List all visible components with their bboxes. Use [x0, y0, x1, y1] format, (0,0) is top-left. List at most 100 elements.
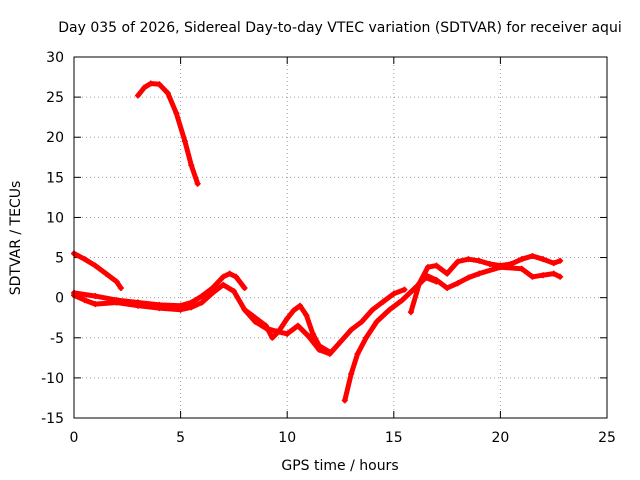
data-point — [164, 90, 171, 97]
data-point — [465, 256, 472, 263]
data-point — [81, 256, 88, 263]
axis-ticks: 0 5 10 15 20 25 -15 -10 -5 0 5 10 15 20 25 30 — [41, 50, 616, 446]
data-point — [309, 330, 316, 337]
data-point — [92, 262, 99, 269]
data-point — [354, 350, 361, 357]
data-point — [316, 346, 323, 353]
y-tick-label: 15 — [46, 170, 64, 186]
data-point — [337, 338, 344, 345]
data-point — [181, 138, 188, 145]
data-point — [416, 280, 423, 287]
data-point — [134, 92, 141, 99]
x-tick-label: 0 — [70, 430, 79, 446]
data-point — [284, 315, 291, 322]
x-tick-label: 15 — [385, 430, 403, 446]
data-point — [401, 286, 408, 293]
x-axis-label: GPS time / hours — [281, 458, 398, 474]
y-tick-label: 20 — [46, 130, 64, 146]
data-point — [156, 305, 163, 312]
data-point — [81, 297, 88, 304]
data-point — [486, 260, 493, 267]
data-point — [550, 260, 557, 267]
series-arc-5 — [242, 303, 333, 355]
data-point — [194, 180, 201, 187]
data-point — [422, 272, 429, 279]
data-point — [294, 322, 301, 329]
data-point — [433, 277, 440, 284]
data-point — [529, 273, 536, 280]
data-point — [557, 257, 564, 264]
data-point — [444, 270, 451, 277]
chart-title: Day 035 of 2026, Sidereal Day-to-day VTE… — [58, 20, 621, 36]
y-tick-label: -10 — [41, 371, 64, 387]
data-point — [220, 281, 227, 288]
data-series — [71, 80, 564, 404]
data-point — [369, 306, 376, 313]
data-point — [341, 397, 348, 404]
data-point — [269, 334, 276, 341]
data-point — [433, 262, 440, 269]
data-point — [147, 80, 154, 87]
data-point — [113, 299, 120, 306]
data-point — [209, 289, 216, 296]
data-point — [518, 265, 525, 272]
series-arc-8 — [408, 253, 563, 315]
data-point — [476, 270, 483, 277]
data-point — [465, 274, 472, 281]
data-point — [476, 257, 483, 264]
series-arc-6 — [284, 287, 407, 357]
data-point — [529, 252, 536, 259]
data-point — [326, 350, 333, 357]
data-point — [290, 307, 297, 314]
data-point — [380, 298, 387, 305]
data-point — [373, 318, 380, 325]
y-axis-label: SDTVAR / TECUs — [8, 181, 24, 296]
data-point — [188, 162, 195, 169]
data-point — [518, 256, 525, 263]
data-point — [117, 285, 124, 292]
data-point — [454, 280, 461, 287]
data-point — [550, 270, 557, 277]
data-point — [407, 309, 414, 316]
data-point — [348, 326, 355, 333]
data-point — [92, 301, 99, 308]
y-tick-label: 25 — [46, 90, 64, 106]
data-point — [173, 110, 180, 117]
data-point — [284, 330, 291, 337]
y-tick-label: 30 — [46, 50, 64, 66]
data-point — [141, 84, 148, 91]
y-tick-label: 5 — [55, 251, 64, 267]
data-point — [134, 302, 141, 309]
data-point — [444, 285, 451, 292]
x-tick-label: 25 — [598, 430, 616, 446]
data-point — [241, 285, 248, 292]
grid-lines — [74, 57, 607, 418]
x-tick-label: 5 — [176, 430, 185, 446]
data-point — [188, 304, 195, 311]
data-point — [233, 273, 240, 280]
data-point — [390, 290, 397, 297]
data-point — [296, 302, 303, 309]
x-tick-label: 20 — [491, 430, 509, 446]
data-point — [252, 314, 259, 321]
data-point — [113, 278, 120, 285]
data-point — [497, 264, 504, 271]
data-point — [92, 293, 99, 300]
data-point — [156, 81, 163, 88]
data-point — [363, 334, 370, 341]
y-tick-label: 10 — [46, 210, 64, 226]
data-point — [386, 306, 393, 313]
data-point — [177, 306, 184, 313]
data-point — [220, 273, 227, 280]
data-point — [303, 312, 310, 319]
plot-frame — [73, 56, 608, 419]
data-point — [454, 258, 461, 265]
data-point — [275, 328, 282, 335]
y-tick-label: -15 — [41, 411, 64, 427]
data-point — [226, 270, 233, 277]
data-point — [399, 297, 406, 304]
data-point — [230, 288, 237, 295]
data-point — [540, 256, 547, 263]
data-point — [241, 306, 248, 313]
